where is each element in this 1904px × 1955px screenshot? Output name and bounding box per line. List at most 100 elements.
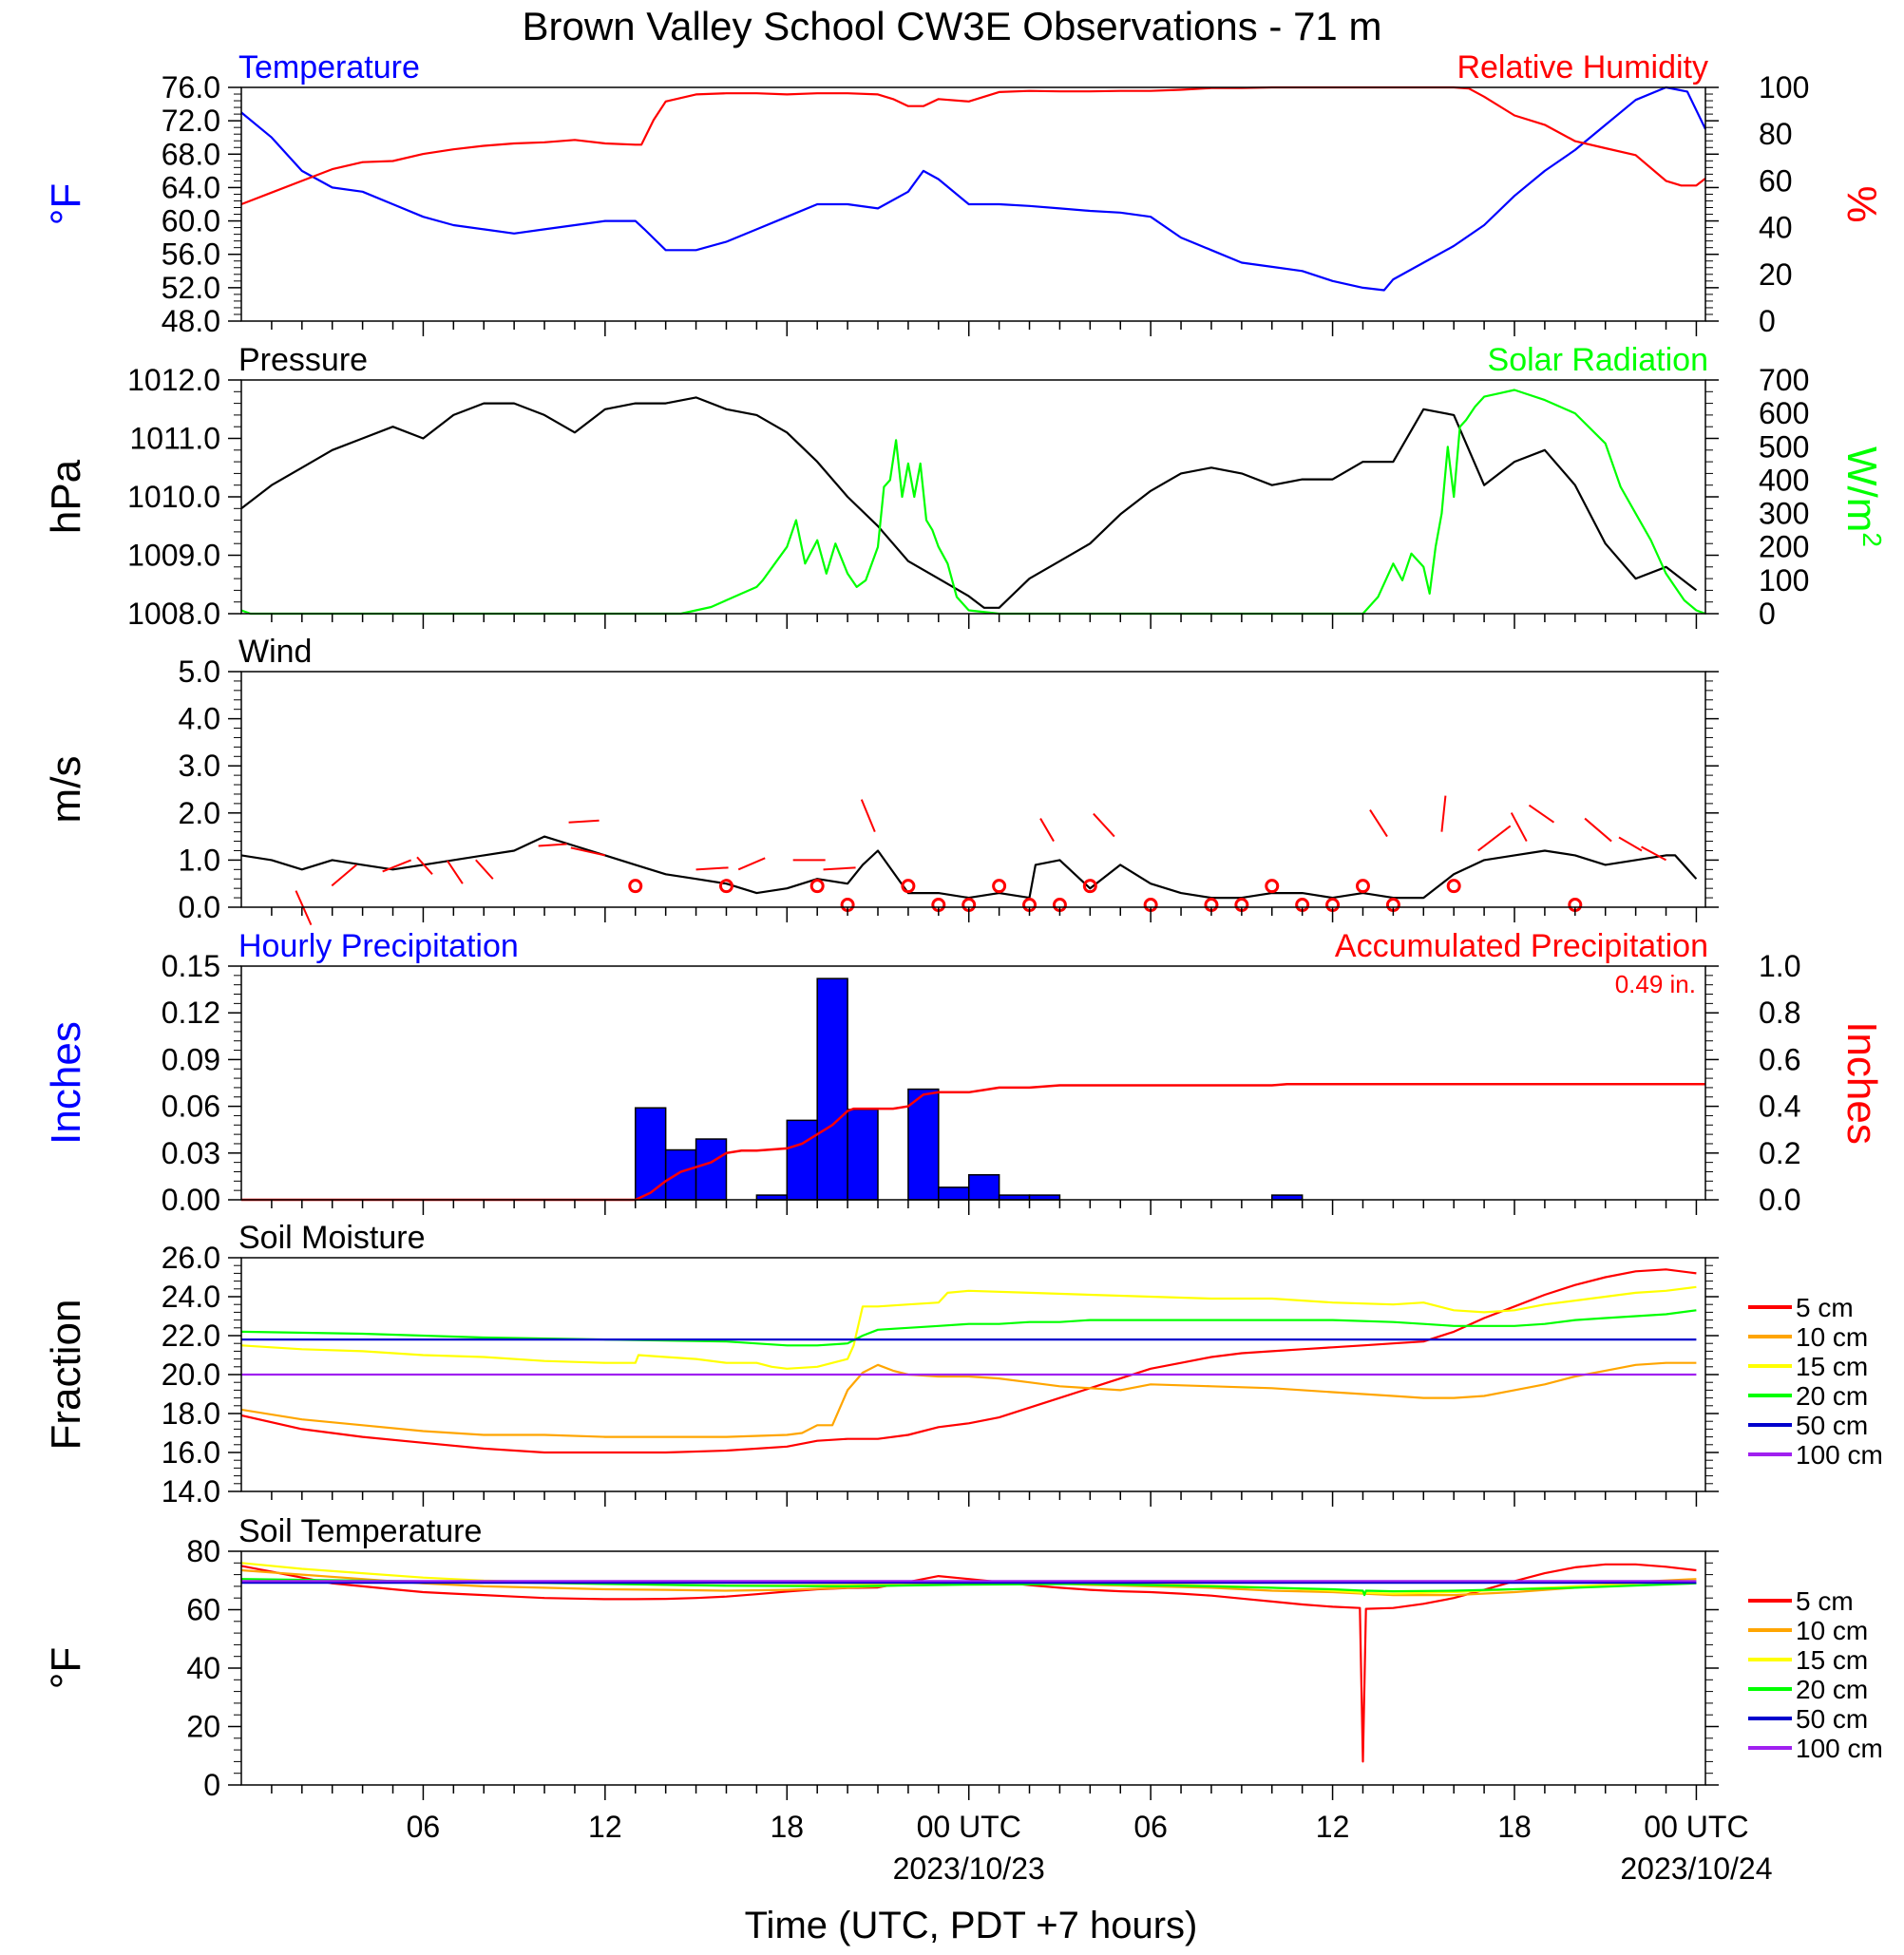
calm-wind-circle <box>992 879 1007 894</box>
calm-wind-circle <box>718 879 733 894</box>
series-line <box>240 389 1706 616</box>
y-tick-label: 3.0 <box>179 749 220 783</box>
y2-tick-label: 60 <box>1759 163 1793 198</box>
legend-label: 5 cm <box>1796 1586 1854 1616</box>
y-tick-label: 26.0 <box>162 1241 220 1275</box>
x-tick-label: 00 UTC <box>917 1810 1021 1844</box>
y-tick-label: 1010.0 <box>127 480 220 514</box>
panel-2: 1012.0 1011.0 1010.0 1009.0 1008.0 7006005004… <box>43 342 1887 631</box>
legend-label: 100 cm <box>1796 1440 1883 1470</box>
chart-title: Brown Valley School CW3E Observations - … <box>523 4 1382 48</box>
y-tick-label: 56.0 <box>162 237 220 272</box>
y-tick-label: 76.0 <box>162 70 220 104</box>
y2-axis-label-superscript: 2 <box>1857 532 1887 547</box>
panel-left-title: Wind <box>238 634 312 670</box>
series-line <box>240 835 1698 900</box>
wind-barb <box>860 799 876 833</box>
wind-barb <box>1641 845 1666 862</box>
series-line <box>240 85 1706 206</box>
y-tick-label: 72.0 <box>162 104 220 138</box>
time-axis: 06 12 18 00 UTC 2023/10/23 06 12 18 00 UTC 2023/1… <box>407 1810 1773 1886</box>
y2-tick-label: 100 <box>1759 563 1809 598</box>
y-tick-label: 60 <box>186 1593 220 1627</box>
wind-barb <box>1528 804 1555 824</box>
plot-frame <box>240 671 1706 908</box>
precip-bar <box>695 1138 728 1201</box>
calm-wind-circle <box>628 879 643 894</box>
plot-frame <box>240 1550 1706 1786</box>
precip-bar <box>907 1088 940 1201</box>
panel-4: 0.15 0.12 0.09 0.06 0.03 0.00 1.0 0.8 0.6 0.4 0.2 0… <box>43 928 1885 1217</box>
legend-label: 10 cm <box>1796 1322 1868 1352</box>
calm-wind-circle <box>1446 879 1461 894</box>
wind-barb <box>447 860 464 884</box>
wind-barb <box>695 866 729 871</box>
y-axis-label: m/s <box>43 756 89 824</box>
panel-3: 5.0 4.0 3.0 2.0 1.0 0.0 Wind m/s <box>43 634 1719 926</box>
wind-barb <box>331 864 357 887</box>
x-tick-label: 00 UTC <box>1644 1810 1748 1844</box>
y-tick-label: 5.0 <box>179 655 220 689</box>
y-tick-label: 60.0 <box>162 204 220 238</box>
y-tick-label: 64.0 <box>162 170 220 204</box>
wind-barb <box>1039 818 1055 843</box>
y-axis-label: Inches <box>43 1021 89 1145</box>
series-line-15cm <box>240 1285 1697 1370</box>
series-line-20cm <box>240 1309 1697 1347</box>
y2-axis-label: W/m2 <box>1838 446 1887 547</box>
y2-tick-label: 400 <box>1759 463 1809 497</box>
x-tick-label: 12 <box>588 1810 622 1844</box>
y2-axis-label: Inches <box>1838 1021 1885 1145</box>
wind-barb <box>538 843 567 847</box>
y-tick-label: 0.09 <box>162 1042 220 1076</box>
y2-tick-label: 300 <box>1759 497 1809 531</box>
y-tick-label: 48.0 <box>162 304 220 338</box>
y-tick-label: 14.0 <box>162 1474 220 1509</box>
panel-left-title: Soil Moisture <box>238 1220 426 1256</box>
y2-tick-label: 100 <box>1759 70 1809 104</box>
wind-barb <box>1093 812 1115 838</box>
panel-left-title: Pressure <box>238 342 368 378</box>
precip-bar <box>967 1174 1000 1201</box>
y2-tick-label: 0.8 <box>1759 996 1800 1030</box>
y2-tick-label: 700 <box>1759 363 1809 397</box>
legend-label: 15 cm <box>1796 1645 1868 1675</box>
y-tick-label: 0.03 <box>162 1136 220 1170</box>
series-line <box>240 85 1706 292</box>
y-axis-label: °F <box>43 1647 89 1689</box>
x-date-label: 2023/10/24 <box>1620 1851 1772 1886</box>
wind-barb <box>1510 812 1528 843</box>
y-axis-label: hPa <box>43 459 89 534</box>
x-tick-label: 12 <box>1316 1810 1350 1844</box>
y2-tick-label: 0 <box>1759 597 1776 631</box>
wind-barb <box>416 856 433 875</box>
y2-tick-label: 1.0 <box>1759 949 1800 983</box>
wind-barb <box>1584 817 1612 843</box>
y-tick-label: 1009.0 <box>127 539 220 573</box>
x-tick-label: 18 <box>1497 1810 1532 1844</box>
legend-label: 10 cm <box>1796 1616 1868 1645</box>
y-tick-label: 20.0 <box>162 1357 220 1392</box>
x-tick-label: 06 <box>407 1810 441 1844</box>
precip-bar <box>786 1119 818 1201</box>
y-tick-label: 0.15 <box>162 949 220 983</box>
panels: 76.072.068.064.060.056.052.048.0 100 80 60 4… <box>43 49 1887 1802</box>
panel-right-title: Solar Radiation <box>1488 342 1708 378</box>
x-axis-label: Time (UTC, PDT +7 hours) <box>745 1905 1198 1946</box>
precip-bar <box>664 1148 697 1201</box>
legend-label: 50 cm <box>1796 1704 1868 1734</box>
legend-label: 15 cm <box>1796 1352 1868 1381</box>
precip-bar <box>816 978 848 1201</box>
y-tick-label: 0.0 <box>179 890 220 924</box>
wind-barb <box>1369 809 1388 838</box>
series-line-5cm <box>240 1268 1697 1454</box>
panel-1: 76.072.068.064.060.056.052.048.0 100 80 60 4… <box>43 49 1885 338</box>
panel-right-title: Accumulated Precipitation <box>1335 928 1708 964</box>
y-tick-label: 0.06 <box>162 1090 220 1124</box>
wind-barb <box>823 866 856 871</box>
precip-bar <box>938 1186 970 1201</box>
series-line <box>240 396 1698 609</box>
y2-tick-label: 20 <box>1759 257 1793 292</box>
